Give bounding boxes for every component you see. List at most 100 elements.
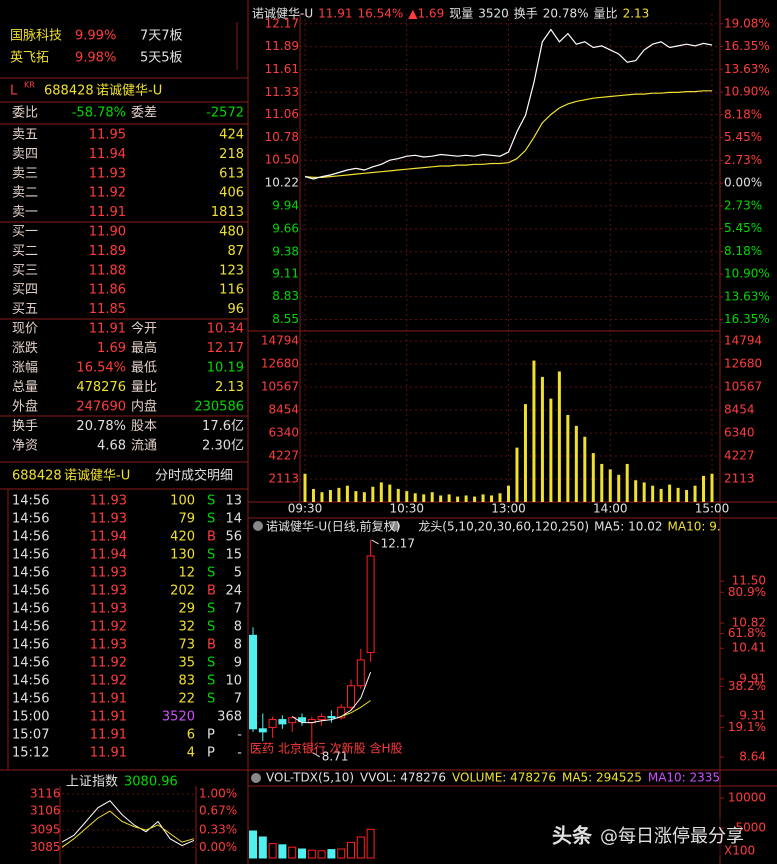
candle-body (268, 719, 277, 729)
y-tick-label: 14794 (724, 334, 762, 348)
header-item: 2.13 (623, 7, 650, 21)
order-label: 买五 (12, 302, 38, 317)
trade-price: 11.91 (90, 746, 127, 761)
field-label: 内盘 (131, 399, 157, 415)
y-tick-label: 3095 (30, 823, 61, 837)
trade-side: S (207, 692, 215, 707)
field-value: 1.69 (97, 341, 126, 356)
candle-body (327, 715, 336, 719)
trade-time: 15:12 (12, 746, 49, 761)
volume-bar (328, 490, 332, 502)
daily-header: 诺诚健华-U(日线,前复权) 龙头(5,10,20,30,60,120,250) M… (266, 519, 720, 534)
field-label: 现价 (12, 322, 38, 337)
trade-price: 11.91 (90, 728, 127, 743)
trade-price: 11.91 (90, 692, 127, 707)
trade-volume: 73 (178, 638, 195, 653)
y-tick-label: 10.78 (265, 130, 299, 144)
index-line (61, 810, 195, 848)
trade-time: 14:56 (12, 494, 49, 509)
trade-price: 11.93 (90, 584, 127, 599)
y2-tick-label: 16.35% (724, 39, 770, 53)
y-tick-label: 8.55 (272, 312, 299, 326)
header-item: ▲1.69 (408, 7, 444, 21)
order-volume: 123 (219, 263, 244, 278)
volume-bar (668, 484, 672, 502)
field-value: -58.78% (72, 106, 126, 121)
volume-bar (659, 488, 663, 502)
candle-body (337, 706, 346, 719)
x-tick-label: 13:00 (491, 502, 526, 516)
x-tick-label: 14:00 (593, 502, 628, 516)
header-item: MA10: 233507 (648, 771, 736, 785)
y-tick-label: 12680 (724, 357, 762, 371)
dropdown-icon[interactable] (253, 521, 263, 531)
trade-time: 14:56 (12, 638, 49, 653)
field-label: 股本 (131, 419, 157, 434)
field-value: 4.68 (97, 439, 126, 454)
order-volume: 96 (227, 302, 244, 317)
y-tick-label: 9.11 (272, 266, 299, 280)
y2-tick-label: 0.00% (724, 176, 762, 190)
volume-bar (405, 491, 409, 502)
volume-bar (600, 463, 604, 502)
field-label: 外盘 (12, 399, 38, 415)
field-value: 10.34 (207, 322, 244, 337)
volume-bar (366, 828, 375, 859)
field-value: 12.17 (207, 341, 244, 356)
volume-bar (362, 492, 366, 502)
change: 9.98% (75, 51, 116, 66)
field-value: 247690 (76, 400, 126, 415)
y-tick-label: 0.67% (199, 804, 237, 818)
trade-time: 14:56 (12, 512, 49, 527)
y-tick-label: 10000 (728, 791, 766, 805)
volume-bar (288, 846, 297, 859)
trade-time: 14:56 (12, 692, 49, 707)
stock-name: 诺诚健华-U (64, 469, 130, 484)
order-price: 11.88 (89, 263, 126, 278)
trade-count: 13 (225, 494, 242, 509)
y2-tick-label: 13.63% (724, 62, 770, 76)
volume-bar (464, 495, 468, 502)
volume-bar (327, 849, 336, 859)
volume-bar (354, 491, 358, 502)
order-volume: 613 (219, 166, 244, 181)
volume-bar (422, 494, 426, 502)
field-label: 总量 (12, 380, 38, 395)
order-label: 卖二 (12, 186, 38, 201)
dropdown-icon[interactable] (251, 773, 261, 783)
candle-body (298, 717, 306, 722)
streak: 7天7板 (140, 29, 183, 44)
trade-time: 14:56 (12, 584, 49, 599)
order-volume: 406 (219, 186, 244, 201)
field-value: 2.13 (215, 380, 244, 395)
trade-count: 8 (234, 638, 242, 653)
y-tick-label: 8454 (268, 403, 299, 417)
prefix: L (10, 84, 18, 99)
volume-bar (540, 376, 544, 502)
volume-bar (347, 841, 355, 859)
y-tick-label: 11.89 (265, 39, 299, 53)
header-item: 3520 (478, 7, 509, 21)
panel-title: 分时成交明细 (155, 468, 233, 484)
streak: 5天5板 (140, 51, 183, 66)
order-volume: 480 (219, 225, 244, 240)
order-price: 11.85 (89, 302, 126, 317)
candle-body (249, 634, 257, 730)
trade-price: 11.92 (90, 620, 127, 635)
y-tick-label: 4227 (268, 449, 299, 463)
volume-bar (523, 404, 527, 502)
trade-count: 368 (217, 710, 242, 725)
dropdown-icon[interactable] (390, 521, 400, 531)
trade-volume: 100 (170, 494, 195, 509)
order-volume: 1813 (211, 205, 244, 220)
y2-tick-label: 5.45% (724, 130, 762, 144)
volume-bar (371, 486, 375, 502)
average-line (304, 90, 712, 178)
volume-bar (574, 425, 578, 502)
y-tick-label: 1.00% (199, 786, 237, 800)
trade-price: 11.93 (90, 638, 127, 653)
trade-price: 11.93 (90, 566, 127, 581)
y-tick-label: 11.33 (265, 85, 299, 99)
volume-bar (490, 495, 494, 502)
